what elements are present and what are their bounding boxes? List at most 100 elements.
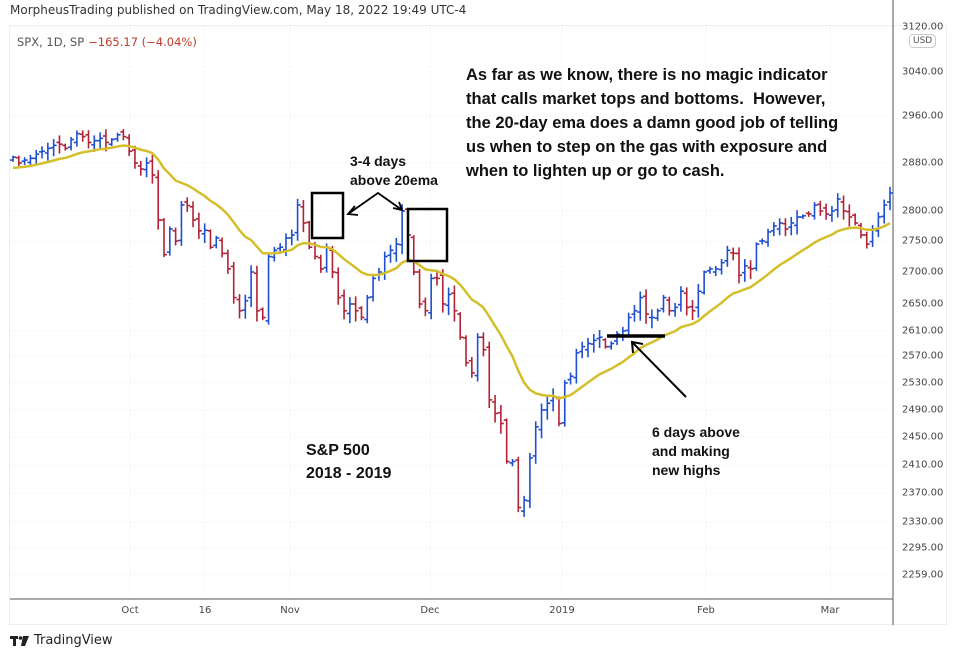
ohlc-bar (300, 199, 307, 233)
y-tick-label: 2800.00 (902, 205, 944, 217)
x-tick-label: Oct (121, 605, 139, 616)
ohlc-bar (335, 267, 342, 305)
ohlc-bar (538, 403, 545, 439)
ohlc-bar (765, 228, 772, 247)
ohlc-bar (195, 212, 202, 239)
ohlc-bar (782, 218, 789, 237)
ohlc-bar (509, 458, 516, 467)
ohlc-bar (770, 222, 777, 237)
y-tick-label: 2450.00 (902, 431, 944, 443)
currency-badge[interactable]: USD (909, 34, 937, 48)
ohlc-bar (735, 247, 742, 284)
ohlc-bar (155, 170, 162, 230)
ohlc-bar (648, 309, 655, 329)
ohlc-bar (741, 259, 748, 282)
ohlc-bar (730, 247, 737, 261)
y-tick-label: 2960.00 (902, 110, 944, 122)
ohlc-bar (294, 198, 301, 241)
ohlc-bar (811, 202, 818, 220)
ohlc-bar (468, 357, 475, 378)
ohlc-bar (393, 237, 400, 262)
ohlc-bar (881, 199, 888, 224)
y-tick-label: 3120.00 (902, 21, 944, 33)
ohlc-bar (515, 456, 522, 513)
price-change: −165.17 (−4.04%) (88, 35, 197, 49)
ohlc-bar (259, 307, 266, 321)
ohlc-bar (39, 146, 46, 159)
ohlc-bar (596, 330, 603, 348)
ohlc-bar (149, 154, 156, 184)
symbol-legend: SPX, 1D, SP −165.17 (−4.04%) (17, 35, 197, 49)
ohlc-bar (10, 155, 16, 162)
ohlc-bar (242, 294, 249, 319)
ohlc-bar (526, 452, 533, 508)
ohlc-bar (352, 296, 359, 322)
y-tick-label: 2330.00 (902, 516, 944, 528)
ohlc-bar (828, 205, 835, 222)
tradingview-logo-icon (10, 635, 29, 646)
ohlc-bar (718, 258, 725, 275)
ohlc-bar (497, 405, 504, 434)
ohlc-bar (253, 265, 260, 322)
ohlc-bar (317, 254, 324, 273)
ohlc-bar (660, 294, 667, 313)
ohlc-bar (457, 312, 464, 340)
ohlc-bar (689, 300, 696, 320)
ohlc-bar (666, 296, 673, 316)
ohlc-bar (654, 308, 661, 321)
ohlc-bar (399, 204, 406, 255)
ohlc-bar (236, 294, 243, 319)
ohlc-bar (695, 283, 702, 318)
ohlc-bar (602, 338, 609, 349)
ohlc-bar (21, 157, 28, 166)
ohlc-bar (79, 130, 86, 142)
ohlc-bar (50, 139, 57, 157)
ohlc-bar (288, 229, 295, 246)
ohlc-bar (463, 335, 470, 367)
ohlc-bar (817, 200, 824, 216)
annotation-days-above: 3-4 days above 20ema (350, 153, 438, 188)
ohlc-bar (544, 395, 551, 420)
ohlc-bar (706, 266, 713, 274)
y-tick-label: 2410.00 (902, 459, 944, 471)
ohlc-bar (619, 326, 626, 341)
ohlc-bar (857, 222, 864, 239)
ohlc-bar (567, 372, 574, 385)
ohlc-bar (852, 213, 859, 226)
ohlc-bar (561, 380, 568, 427)
ohlc-bar (172, 227, 179, 246)
arrow-head (630, 340, 644, 354)
ohlc-bar (445, 287, 452, 316)
ohlc-bar (863, 231, 870, 249)
symbol-label: SPX, 1D, SP (17, 35, 85, 49)
annotation-index: S&P 500 2018 - 2019 (306, 442, 392, 482)
ohlc-bar (805, 211, 812, 217)
ohlc-bar (161, 218, 168, 258)
y-tick-label: 2570.00 (902, 350, 944, 362)
ohlc-bar (15, 155, 22, 166)
y-tick-label: 2530.00 (902, 377, 944, 389)
ohlc-bar (701, 270, 708, 295)
ohlc-bar (486, 341, 493, 408)
ohlc-bar (887, 186, 893, 211)
ohlc-bar (753, 242, 760, 271)
y-tick-label: 2700.00 (902, 266, 944, 278)
ohlc-bar (637, 291, 644, 321)
ohlc-bar (428, 273, 435, 320)
ohlc-bar (370, 274, 377, 302)
tradingview-brand[interactable]: TradingView (10, 633, 113, 648)
ohlc-bar (799, 214, 806, 219)
ohlc-bar (608, 341, 615, 350)
ohlc-bar (759, 238, 766, 245)
annotation-new-highs: 6 days above and making new highs (652, 424, 740, 478)
ohlc-bar (776, 218, 783, 236)
ohlc-bar (579, 341, 586, 359)
ohlc-bar (590, 334, 597, 353)
chart-frame (9, 25, 947, 625)
ohlc-bar (62, 143, 69, 151)
ohlc-bar (846, 204, 853, 227)
ohlc-bar (875, 212, 882, 238)
y-tick-label: 2750.00 (902, 235, 944, 247)
ohlc-bar (213, 235, 220, 249)
